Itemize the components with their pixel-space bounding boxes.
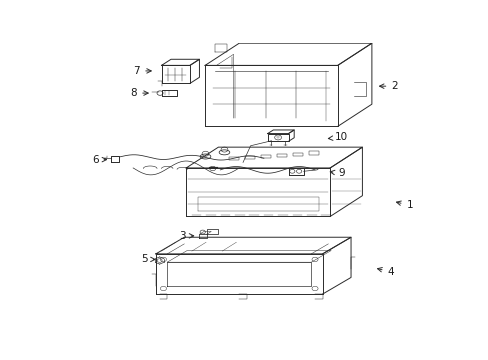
Bar <box>245 156 255 159</box>
Bar <box>261 155 270 158</box>
Text: 1: 1 <box>396 201 412 210</box>
Bar <box>229 157 239 160</box>
Text: 5: 5 <box>141 255 155 264</box>
Text: 10: 10 <box>328 132 347 143</box>
Text: 4: 4 <box>377 267 393 277</box>
Bar <box>308 152 318 154</box>
Text: 6: 6 <box>92 155 106 165</box>
Bar <box>277 154 286 157</box>
Text: 7: 7 <box>133 66 151 76</box>
Text: 9: 9 <box>329 168 344 179</box>
Text: 8: 8 <box>130 88 148 98</box>
Text: 3: 3 <box>179 231 193 241</box>
Bar <box>292 153 302 156</box>
Text: 2: 2 <box>379 81 397 91</box>
